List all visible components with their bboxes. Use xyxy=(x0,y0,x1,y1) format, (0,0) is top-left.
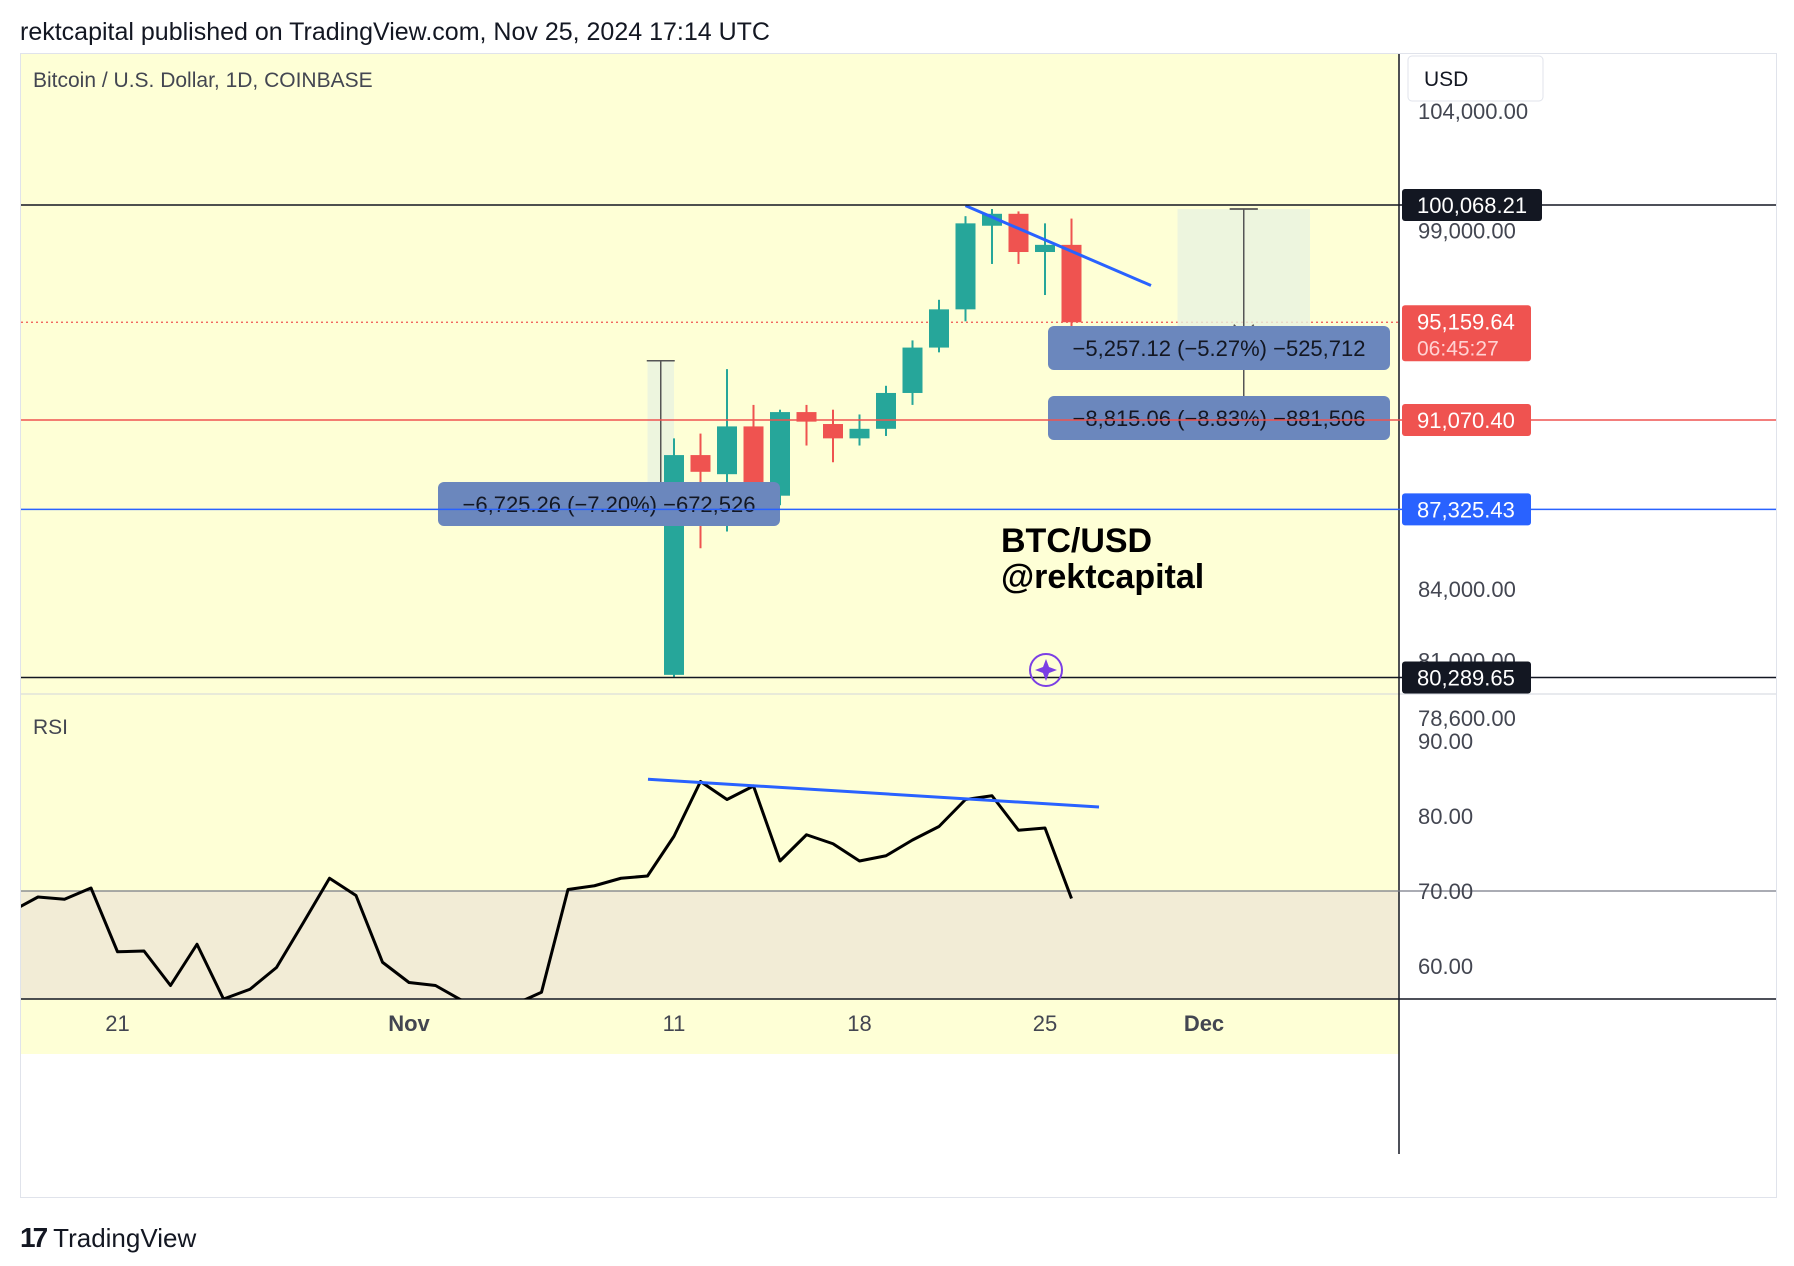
publish-header: rektcapital published on TradingView.com… xyxy=(20,18,770,46)
rsi-line[interactable] xyxy=(21,780,1073,1008)
tradingview-logo[interactable]: 17 TradingView xyxy=(20,1222,196,1254)
measure-label-box xyxy=(438,482,780,526)
candle-body xyxy=(876,392,896,429)
chart-canvas[interactable]: −6,725.26 (−7.20%) −672,526 −5,257.12 (−5… xyxy=(21,54,1776,1197)
measure-label-text: −6,725.26 (−7.20%) −672,526 xyxy=(463,492,756,517)
candle[interactable] xyxy=(876,385,896,436)
candle-body xyxy=(929,309,949,348)
sparkle-icon-star xyxy=(1035,659,1057,681)
rsi-axis-tick: 60.00 xyxy=(1418,954,1473,979)
measure-label-text: −8,815.06 (−8.83%) −881,506 xyxy=(1073,406,1366,431)
price-axis-tick: 104,000.00 xyxy=(1418,99,1528,124)
candle-body xyxy=(717,426,737,475)
rsi-band xyxy=(21,891,1399,999)
price-level-label-box xyxy=(1402,189,1542,221)
rsi-axis-tick: 80.00 xyxy=(1418,804,1473,829)
candle[interactable] xyxy=(1061,218,1082,334)
time-axis-tick: 25 xyxy=(1033,1011,1057,1036)
price-level-label-text: 87,325.43 xyxy=(1417,497,1515,522)
candle-body xyxy=(743,426,764,496)
price-level-label-box xyxy=(1402,403,1531,436)
candle[interactable] xyxy=(929,299,949,353)
candle-body xyxy=(982,213,1002,226)
candle[interactable] xyxy=(664,438,684,678)
price-trendline[interactable] xyxy=(964,204,1152,287)
price-level-label[interactable]: 80,289.65 xyxy=(1402,661,1531,694)
time-axis-tick: 11 xyxy=(663,1011,686,1036)
price-level-label-text: 95,159.64 xyxy=(1417,309,1515,334)
measure-label-text: −5,257.12 (−5.27%) −525,712 xyxy=(1073,336,1366,361)
measure-label[interactable]: −8,815.06 (−8.83%) −881,506 xyxy=(1048,396,1390,440)
chart-title: Bitcoin / U.S. Dollar, 1D, COINBASE xyxy=(33,69,373,92)
price-level-label[interactable]: 100,068.21 xyxy=(1402,189,1542,221)
candle[interactable] xyxy=(1008,211,1029,264)
price-level-label-text: 80,289.65 xyxy=(1417,666,1515,691)
candle-body xyxy=(823,424,843,439)
currency-button-box xyxy=(1407,55,1544,102)
candle[interactable] xyxy=(902,340,923,405)
candle[interactable] xyxy=(955,216,976,322)
sparkle-icon[interactable] xyxy=(1029,653,1063,687)
price-pane-background xyxy=(21,54,1399,694)
price-level-label[interactable]: 91,070.40 xyxy=(1402,403,1531,436)
time-axis-tick: 18 xyxy=(847,1011,871,1036)
measure-label[interactable]: −6,725.26 (−7.20%) −672,526 xyxy=(438,482,780,526)
price-level-label-box xyxy=(1402,493,1531,526)
price-level-label-box xyxy=(1402,661,1531,694)
candle-body xyxy=(902,347,923,393)
rsi-axis-tick: 70.00 xyxy=(1418,879,1473,904)
candle-body xyxy=(770,412,790,496)
measure-label-box xyxy=(1048,396,1390,440)
candle[interactable] xyxy=(1035,223,1055,296)
currency-button[interactable]: USD xyxy=(1407,55,1544,102)
price-level-label-box xyxy=(1402,305,1531,362)
sparkle-icon-ring xyxy=(1029,653,1063,687)
candle-body xyxy=(955,223,976,310)
price-level-countdown: 06:45:27 xyxy=(1417,337,1499,360)
price-axis-tick: 99,000.00 xyxy=(1418,219,1516,244)
candle[interactable] xyxy=(823,409,843,463)
candle[interactable] xyxy=(796,404,817,446)
measure-label[interactable]: −5,257.12 (−5.27%) −525,712 xyxy=(1048,326,1390,370)
candle-body xyxy=(690,455,711,472)
price-axis-tick: 84,000.00 xyxy=(1418,577,1516,602)
annotation-line2: @rektcapital xyxy=(1001,558,1204,596)
price-level-label[interactable]: 87,325.43 xyxy=(1402,493,1531,526)
chart-container[interactable]: −6,725.26 (−7.20%) −672,526 −5,257.12 (−5… xyxy=(20,53,1777,1198)
candle-body xyxy=(796,412,817,422)
candle-body xyxy=(1035,244,1055,253)
rsi-pane-background xyxy=(21,694,1399,1054)
time-axis-tick: 21 xyxy=(105,1011,129,1036)
candle-body xyxy=(849,428,870,439)
tradingview-logo-text: TradingView xyxy=(53,1222,197,1253)
candle-body xyxy=(1061,244,1082,323)
price-level-label-text: 91,070.40 xyxy=(1417,408,1515,433)
rsi-axis-tick: 90.00 xyxy=(1418,729,1473,754)
currency-label: USD xyxy=(1424,68,1468,91)
candle-body xyxy=(1008,213,1029,253)
tradingview-logo-icon: 17 xyxy=(20,1222,48,1253)
time-axis-tick: Dec xyxy=(1184,1011,1224,1036)
rsi-pane[interactable] xyxy=(21,777,1100,1008)
price-level-label[interactable]: 95,159.64 06:45:27 xyxy=(1402,305,1531,362)
rsi-trendline[interactable] xyxy=(647,777,1100,809)
price-level-label-text: 100,068.21 xyxy=(1417,193,1527,218)
measure-label-box xyxy=(1048,326,1390,370)
annotation-line1: BTC/USD xyxy=(1001,522,1152,560)
price-axis-tick: 78,600.00 xyxy=(1418,706,1516,731)
rsi-title: RSI xyxy=(33,716,68,739)
time-axis-tick: Nov xyxy=(388,1011,430,1036)
